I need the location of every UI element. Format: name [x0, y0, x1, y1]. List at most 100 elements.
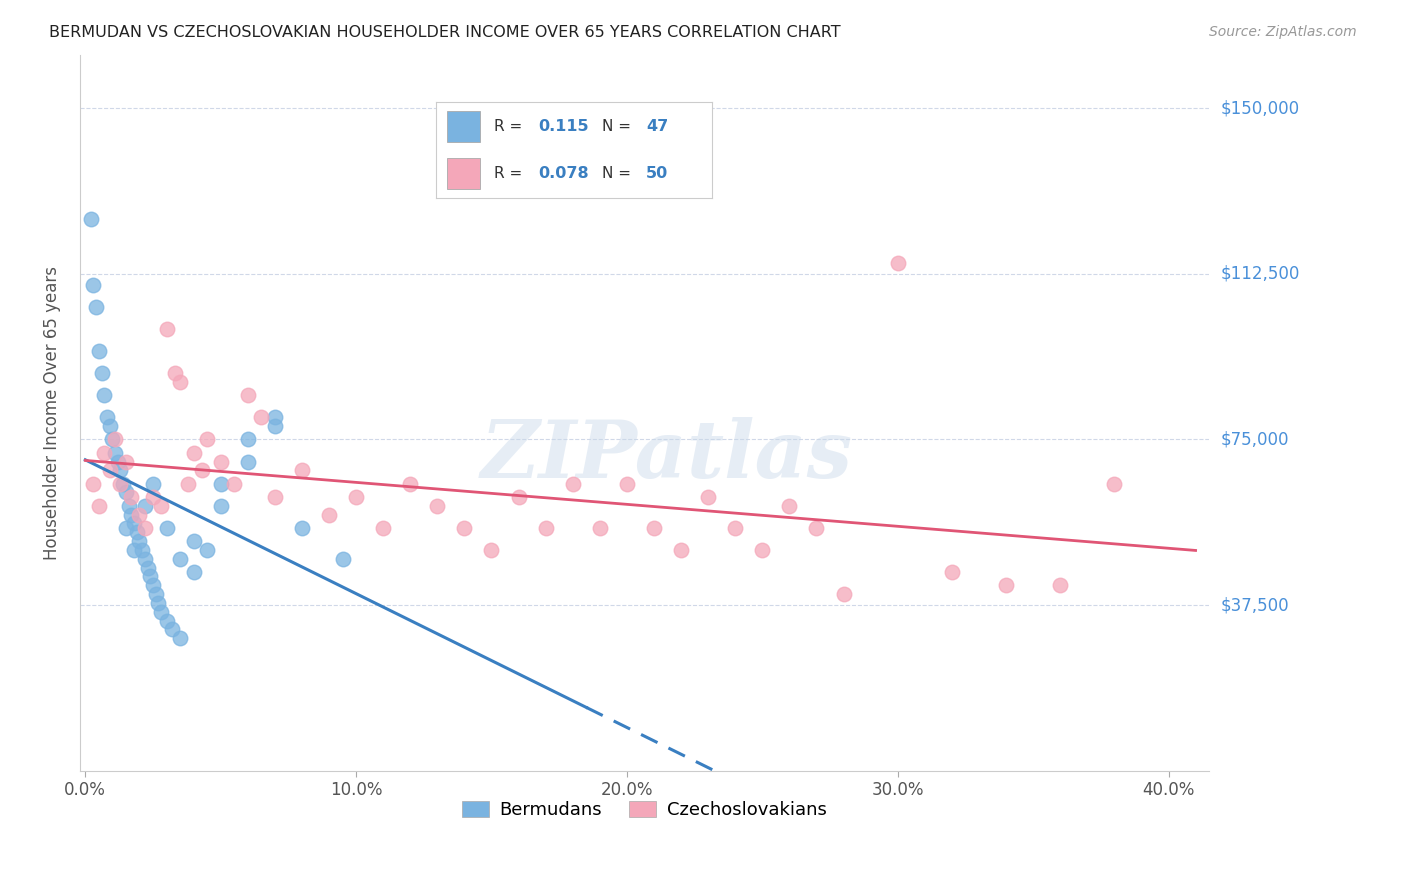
Point	[508, 490, 530, 504]
Point	[93, 445, 115, 459]
Text: ZIPatlas: ZIPatlas	[481, 417, 853, 494]
Point	[183, 445, 205, 459]
Point	[112, 476, 135, 491]
Point	[125, 525, 148, 540]
Point	[886, 256, 908, 270]
Point	[136, 560, 159, 574]
Point	[139, 569, 162, 583]
Point	[120, 490, 142, 504]
Point	[236, 388, 259, 402]
Point	[142, 476, 165, 491]
Point	[373, 521, 395, 535]
Point	[778, 499, 800, 513]
Point	[169, 375, 191, 389]
Point	[134, 499, 156, 513]
Point	[104, 445, 127, 459]
Point	[163, 366, 186, 380]
Point	[318, 508, 340, 522]
Point	[263, 490, 285, 504]
Point	[93, 388, 115, 402]
Point	[120, 508, 142, 522]
Point	[453, 521, 475, 535]
Point	[195, 542, 218, 557]
Point	[236, 454, 259, 468]
Point	[224, 476, 246, 491]
Point	[190, 463, 212, 477]
Point	[131, 542, 153, 557]
Point	[1104, 476, 1126, 491]
Point	[155, 614, 177, 628]
Point	[96, 410, 118, 425]
Point	[995, 578, 1018, 592]
Point	[332, 551, 354, 566]
Point	[160, 623, 183, 637]
Text: $150,000: $150,000	[1220, 99, 1299, 117]
Point	[169, 631, 191, 645]
Point	[148, 596, 170, 610]
Point	[128, 508, 150, 522]
Point	[426, 499, 449, 513]
Point	[134, 521, 156, 535]
Point	[117, 499, 139, 513]
Point	[209, 454, 232, 468]
Point	[150, 605, 173, 619]
Text: $37,500: $37,500	[1220, 596, 1289, 614]
Point	[534, 521, 557, 535]
Point	[751, 542, 773, 557]
Point	[832, 587, 855, 601]
Legend: Bermudans, Czechoslovakians: Bermudans, Czechoslovakians	[454, 793, 834, 826]
Point	[291, 521, 314, 535]
Point	[82, 277, 104, 292]
Point	[236, 433, 259, 447]
Point	[87, 499, 110, 513]
Point	[177, 476, 200, 491]
Point	[115, 521, 138, 535]
Point	[263, 410, 285, 425]
Point	[481, 542, 503, 557]
Point	[115, 454, 138, 468]
Point	[155, 322, 177, 336]
Point	[150, 499, 173, 513]
Point	[1049, 578, 1071, 592]
Point	[169, 551, 191, 566]
Point	[80, 211, 103, 226]
Point	[122, 516, 145, 531]
Point	[110, 463, 132, 477]
Point	[209, 476, 232, 491]
Point	[122, 542, 145, 557]
Point	[98, 419, 121, 434]
Point	[209, 499, 232, 513]
Point	[90, 366, 112, 380]
Y-axis label: Householder Income Over 65 years: Householder Income Over 65 years	[44, 266, 60, 560]
Point	[344, 490, 367, 504]
Text: Source: ZipAtlas.com: Source: ZipAtlas.com	[1209, 25, 1357, 39]
Point	[104, 433, 127, 447]
Point	[128, 534, 150, 549]
Point	[806, 521, 828, 535]
Text: $112,500: $112,500	[1220, 265, 1299, 283]
Point	[724, 521, 747, 535]
Point	[142, 490, 165, 504]
Point	[84, 300, 107, 314]
Point	[142, 578, 165, 592]
Point	[145, 587, 167, 601]
Point	[669, 542, 692, 557]
Point	[616, 476, 638, 491]
Point	[195, 433, 218, 447]
Text: BERMUDAN VS CZECHOSLOVAKIAN HOUSEHOLDER INCOME OVER 65 YEARS CORRELATION CHART: BERMUDAN VS CZECHOSLOVAKIAN HOUSEHOLDER …	[49, 25, 841, 40]
Point	[101, 433, 124, 447]
Point	[399, 476, 422, 491]
Point	[110, 476, 132, 491]
Point	[697, 490, 720, 504]
Point	[561, 476, 583, 491]
Point	[250, 410, 273, 425]
Point	[643, 521, 665, 535]
Point	[134, 551, 156, 566]
Point	[263, 419, 285, 434]
Point	[941, 565, 963, 579]
Point	[589, 521, 612, 535]
Point	[82, 476, 104, 491]
Point	[183, 565, 205, 579]
Point	[115, 485, 138, 500]
Point	[291, 463, 314, 477]
